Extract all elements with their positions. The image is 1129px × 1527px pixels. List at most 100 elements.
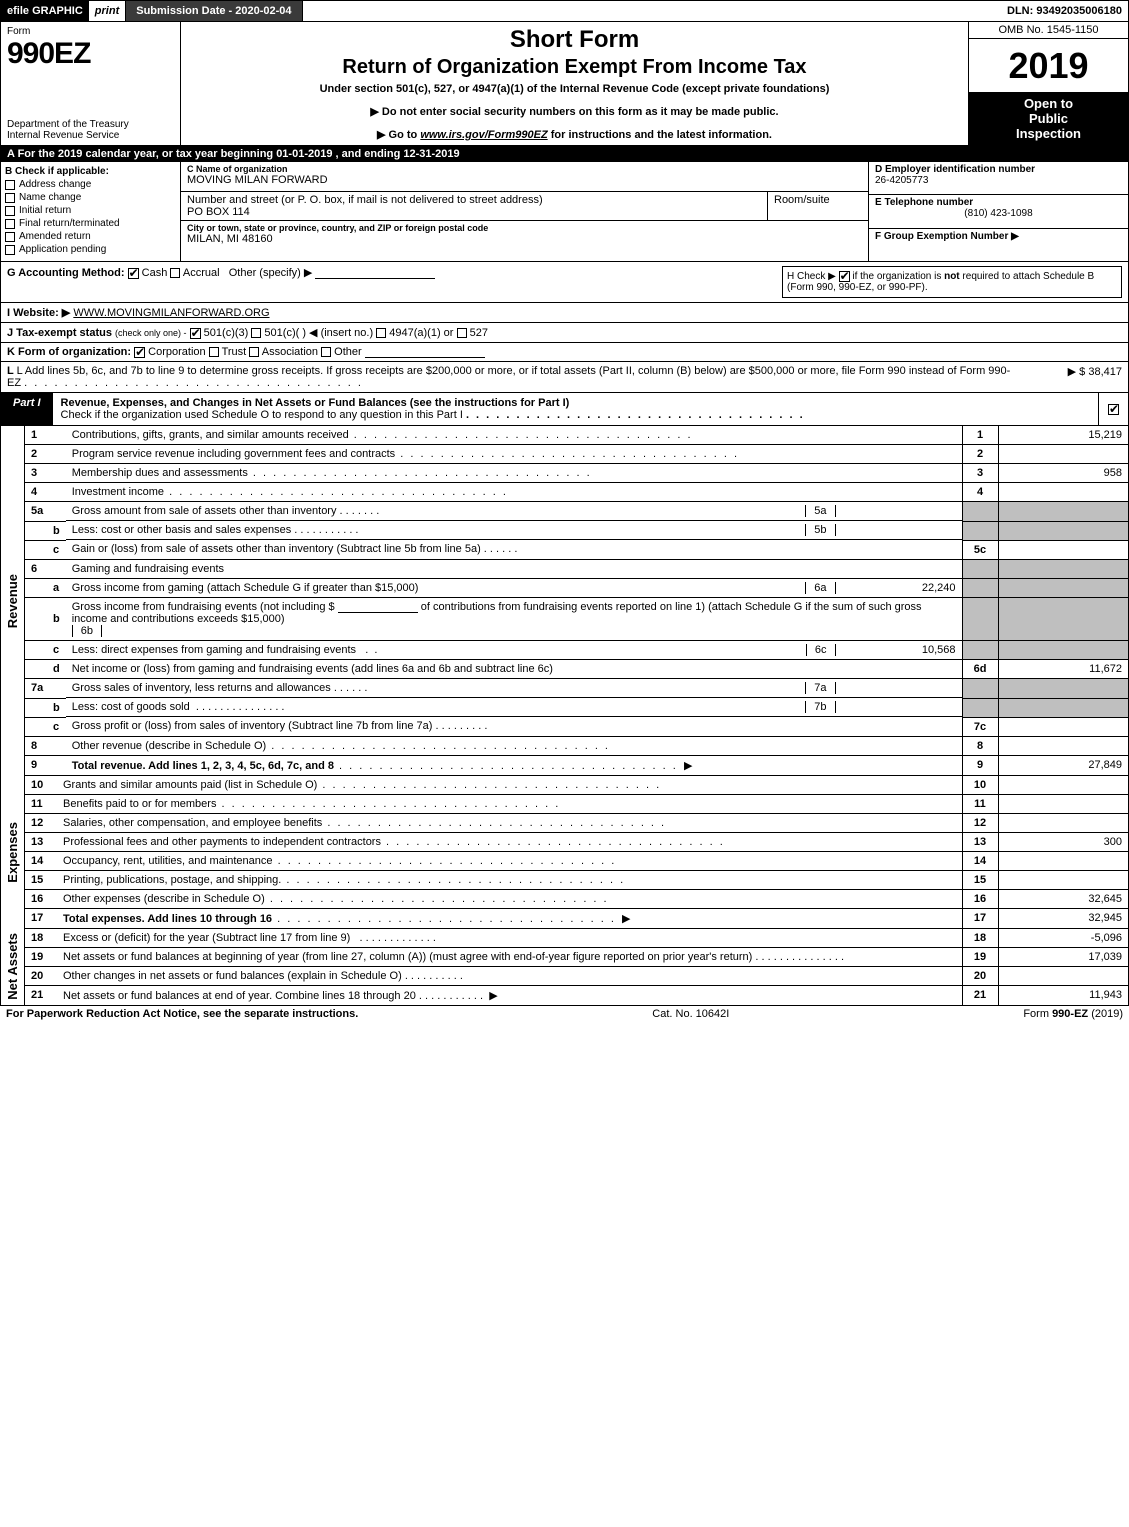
expenses-side: Expenses [1, 776, 25, 929]
line-9: 9Total revenue. Add lines 1, 2, 3, 4, 5c… [25, 755, 1128, 775]
line-7c: cGross profit or (loss) from sales of in… [25, 717, 1128, 736]
ein-cell: D Employer identification number 26-4205… [869, 162, 1128, 195]
note-pre: ▶ Go to [377, 129, 420, 141]
line-8: 8Other revenue (describe in Schedule O)8 [25, 736, 1128, 755]
irs-link[interactable]: www.irs.gov/Form990EZ [420, 129, 547, 141]
page-footer: For Paperwork Reduction Act Notice, see … [0, 1006, 1129, 1022]
l-row: L L Add lines 5b, 6c, and 7b to line 9 t… [0, 362, 1129, 393]
ein-val: 26-4205773 [875, 175, 1122, 186]
chk-application-pending[interactable]: Application pending [5, 244, 176, 255]
h-not: not [944, 271, 960, 282]
chk-501c[interactable] [251, 328, 261, 338]
line-13: 13Professional fees and other payments t… [25, 832, 1128, 851]
chk-address-change[interactable]: Address change [5, 179, 176, 190]
line-4: 4Investment income4 [25, 483, 1128, 502]
g-label: G Accounting Method: [7, 267, 125, 279]
chk-initial-return[interactable]: Initial return [5, 205, 176, 216]
line-7a: 7aGross sales of inventory, less returns… [25, 679, 1128, 699]
phone-cell: E Telephone number (810) 423-1098 [869, 195, 1128, 228]
chk-other-org[interactable] [321, 347, 331, 357]
chk-label-4: Amended return [19, 231, 91, 242]
line-15: 15Printing, publications, postage, and s… [25, 870, 1128, 889]
line-21: 21Net assets or fund balances at end of … [25, 985, 1128, 1005]
website-val[interactable]: WWW.MOVINGMILANFORWARD.ORG [73, 307, 269, 319]
city-row: City or town, state or province, country… [181, 221, 868, 251]
expenses-table: 10Grants and similar amounts paid (list … [25, 776, 1128, 929]
line-19: 19Net assets or fund balances at beginni… [25, 947, 1128, 966]
title-return: Return of Organization Exempt From Incom… [187, 56, 962, 79]
line-10: 10Grants and similar amounts paid (list … [25, 776, 1128, 795]
chk-assoc[interactable] [249, 347, 259, 357]
tax-year: 2019 [969, 39, 1128, 92]
form-word: Form [7, 26, 174, 37]
part-i-tab: Part I [1, 393, 53, 425]
part-i-sub: Check if the organization used Schedule … [61, 409, 463, 421]
omb-number: OMB No. 1545-1150 [969, 22, 1128, 39]
phone-val: (810) 423-1098 [875, 208, 1122, 219]
open-inspection: Open to Public Inspection [969, 92, 1128, 145]
c-label: C Name of organization [187, 164, 862, 174]
g-other-blank[interactable] [315, 267, 435, 279]
k-other-blank[interactable] [365, 346, 485, 358]
revenue-label: Revenue [5, 574, 20, 628]
print-link[interactable]: print [89, 3, 125, 19]
expenses-section: Expenses 10Grants and similar amounts pa… [0, 776, 1129, 929]
dept-line1: Department of the Treasury [7, 119, 174, 130]
inspect-3: Inspection [971, 126, 1126, 141]
chk-amended-return[interactable]: Amended return [5, 231, 176, 242]
inspect-1: Open to [971, 96, 1126, 111]
line-6b: bGross income from fundraising events (n… [25, 598, 1128, 641]
line-17: 17Total expenses. Add lines 10 through 1… [25, 908, 1128, 928]
chk-trust[interactable] [209, 347, 219, 357]
k-assoc: Association [262, 346, 318, 358]
g-accounting: G Accounting Method: Cash Accrual Other … [7, 266, 762, 298]
chk-4947[interactable] [376, 328, 386, 338]
line-5a: 5aGross amount from sale of assets other… [25, 502, 1128, 522]
j-o3: 4947(a)(1) or [389, 327, 453, 339]
chk-accrual[interactable] [170, 268, 180, 278]
inspect-2: Public [971, 111, 1126, 126]
part-i-check[interactable] [1098, 393, 1128, 425]
netassets-side: Net Assets [1, 929, 25, 1005]
e-label: E Telephone number [875, 197, 1122, 208]
chk-cash[interactable] [128, 268, 139, 279]
h-text4: (Form 990, 990-EZ, or 990-PF). [787, 282, 928, 293]
h-text3: required to attach Schedule B [962, 271, 1094, 282]
k-trust: Trust [222, 346, 247, 358]
h-text2: if the organization is [852, 271, 944, 282]
chk-501c3[interactable] [190, 328, 201, 339]
org-name-row: C Name of organization MOVING MILAN FORW… [181, 162, 868, 192]
dept-treasury: Department of the Treasury Internal Reve… [7, 119, 174, 141]
entity-mid: C Name of organization MOVING MILAN FORW… [181, 162, 868, 261]
city-val: MILAN, MI 48160 [187, 233, 862, 245]
j-o1: 501(c)(3) [204, 327, 249, 339]
chk-527[interactable] [457, 328, 467, 338]
form-number: 990EZ [7, 37, 174, 71]
d-label: D Employer identification number [875, 164, 1122, 175]
chk-name-change[interactable]: Name change [5, 192, 176, 203]
org-name: MOVING MILAN FORWARD [187, 174, 862, 186]
k-corp: Corporation [148, 346, 205, 358]
revenue-table: 1Contributions, gifts, grants, and simil… [25, 426, 1128, 776]
chk-label-0: Address change [19, 179, 91, 190]
group-exemption-cell: F Group Exemption Number ▶ [869, 229, 1128, 261]
entity-right: D Employer identification number 26-4205… [868, 162, 1128, 261]
chk-label-1: Name change [19, 192, 81, 203]
title-short-form: Short Form [187, 26, 962, 54]
note-ssn: ▶ Do not enter social security numbers o… [187, 105, 962, 118]
chk-corp[interactable] [134, 347, 145, 358]
chk-final-return[interactable]: Final return/terminated [5, 218, 176, 229]
check-b: B Check if applicable: Address change Na… [1, 162, 181, 261]
gh-row: G Accounting Method: Cash Accrual Other … [0, 262, 1129, 303]
j-sub: (check only one) - [115, 328, 187, 338]
line-18: 18Excess or (deficit) for the year (Subt… [25, 929, 1128, 948]
part-i-title: Revenue, Expenses, and Changes in Net As… [53, 393, 1098, 425]
expenses-label: Expenses [5, 822, 20, 883]
part-i-title-text: Revenue, Expenses, and Changes in Net As… [61, 397, 570, 409]
f-label: F Group Exemption Number ▶ [875, 231, 1019, 242]
chk-h[interactable] [839, 271, 850, 282]
line-2: 2Program service revenue including gover… [25, 445, 1128, 464]
j-ins: ◀ (insert no.) [309, 327, 373, 339]
line-6d: dNet income or (loss) from gaming and fu… [25, 660, 1128, 679]
i-label: I Website: ▶ [7, 307, 70, 319]
